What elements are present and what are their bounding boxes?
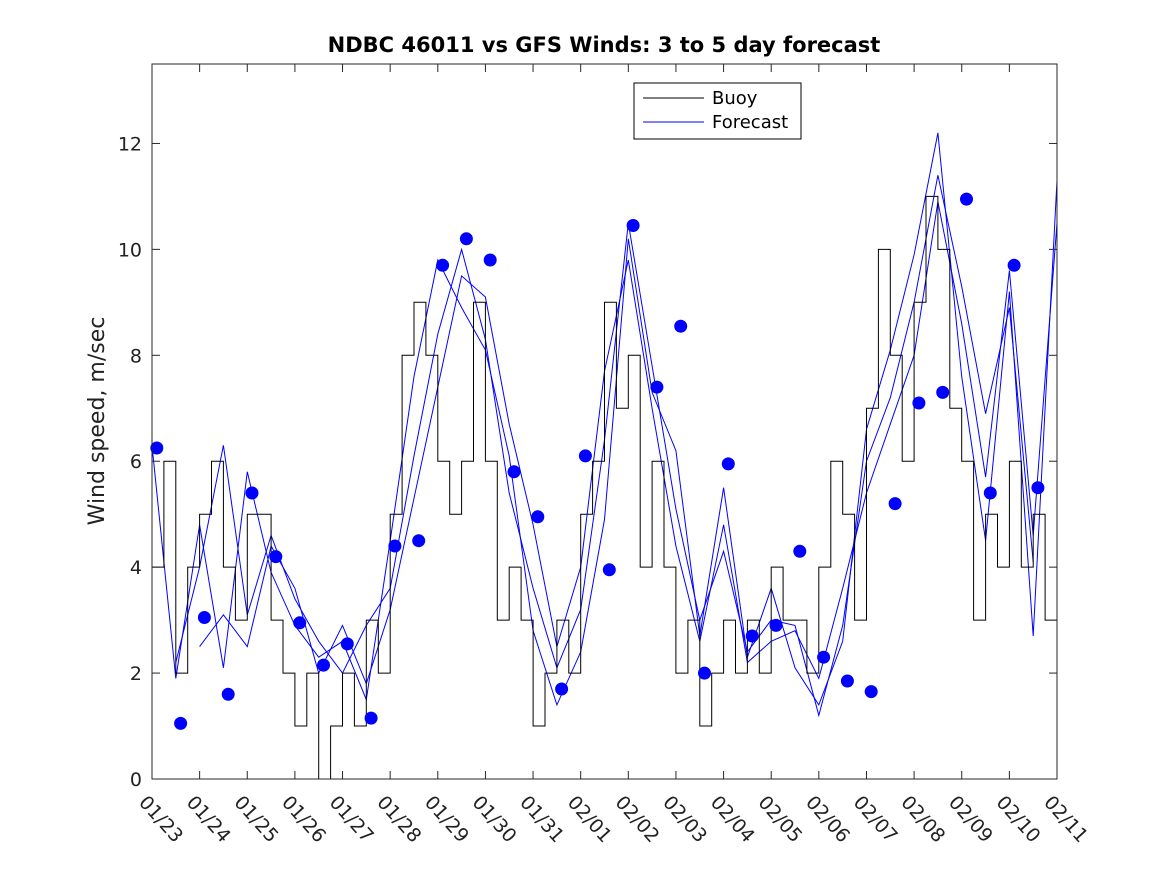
forecast-marker bbox=[436, 258, 450, 272]
forecast-marker bbox=[507, 465, 521, 479]
plot-markers bbox=[150, 192, 1045, 730]
forecast-marker bbox=[578, 449, 592, 463]
forecast-marker bbox=[602, 563, 616, 577]
y-axis-label: Wind speed, m/sec bbox=[85, 317, 110, 526]
forecast-marker bbox=[769, 618, 783, 632]
y-tick-label: 4 bbox=[130, 557, 142, 579]
forecast-marker bbox=[864, 685, 878, 699]
forecast-marker bbox=[793, 544, 807, 558]
forecast-marker bbox=[960, 192, 973, 206]
y-axis: 0 2 4 6 8 10 12 bbox=[118, 133, 1057, 791]
forecast-marker bbox=[626, 219, 640, 232]
forecast-marker bbox=[388, 539, 402, 553]
plot-frame bbox=[151, 63, 1058, 780]
forecast-marker bbox=[459, 232, 473, 246]
forecast-marker bbox=[840, 674, 854, 688]
forecast-marker bbox=[817, 650, 831, 664]
forecast-marker bbox=[364, 711, 378, 725]
legend-label-forecast: Forecast bbox=[712, 112, 788, 133]
forecast-marker bbox=[555, 682, 569, 696]
buoy-line bbox=[152, 195, 1058, 780]
forecast-marker bbox=[531, 510, 545, 524]
forecast-marker bbox=[983, 486, 997, 500]
forecast-marker bbox=[150, 441, 164, 455]
forecast-marker bbox=[1007, 258, 1021, 272]
forecast-marker bbox=[698, 666, 711, 680]
forecast-marker bbox=[650, 380, 664, 394]
forecast-marker bbox=[912, 396, 926, 410]
y-tick-label: 8 bbox=[130, 345, 142, 367]
forecast-marker bbox=[293, 616, 307, 630]
forecast-marker bbox=[340, 637, 354, 651]
forecast-marker bbox=[245, 486, 259, 500]
y-tick-label: 0 bbox=[130, 769, 142, 791]
legend-box bbox=[633, 82, 802, 140]
forecast-marker bbox=[412, 534, 426, 548]
forecast-marker bbox=[174, 716, 188, 730]
forecast-marker bbox=[269, 550, 283, 564]
y-tick-label: 2 bbox=[130, 663, 142, 685]
forecast-marker bbox=[888, 497, 902, 511]
chart-title: NDBC 46011 vs GFS Winds: 3 to 5 day fore… bbox=[328, 33, 881, 57]
legend: Buoy Forecast bbox=[633, 82, 802, 140]
forecast-marker bbox=[483, 253, 497, 267]
plot-lines bbox=[151, 132, 1058, 780]
forecast-marker bbox=[197, 611, 211, 624]
forecast-marker bbox=[745, 629, 759, 643]
forecast-marker bbox=[317, 658, 330, 672]
forecast-marker bbox=[936, 385, 950, 399]
forecast-marker bbox=[1031, 481, 1045, 495]
forecast-marker bbox=[221, 687, 235, 701]
forecast-line-1 bbox=[151, 132, 1058, 707]
forecast-marker bbox=[721, 457, 735, 471]
forecast-marker bbox=[674, 319, 688, 333]
y-tick-label: 10 bbox=[118, 239, 142, 261]
legend-label-buoy: Buoy bbox=[712, 88, 758, 109]
y-tick-label: 12 bbox=[118, 133, 142, 155]
y-tick-label: 6 bbox=[130, 451, 142, 473]
